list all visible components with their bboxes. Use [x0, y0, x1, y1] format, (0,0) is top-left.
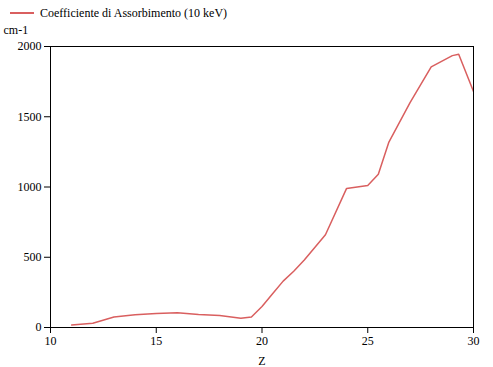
svg-text:1500: 1500: [18, 110, 42, 124]
svg-text:30: 30: [468, 334, 480, 348]
svg-text:500: 500: [24, 250, 42, 264]
svg-text:0: 0: [36, 320, 42, 334]
svg-text:20: 20: [256, 334, 268, 348]
html-text:Coefficiente di Assorbimento (: Coefficiente di Assorbimento (10 keV): [40, 5, 228, 20]
svg-text:25: 25: [362, 334, 374, 348]
svg-text:Z: Z: [258, 354, 265, 367]
svg-text:10: 10: [45, 334, 57, 348]
svg-text:2000: 2000: [18, 39, 42, 53]
svg-text:15: 15: [150, 334, 162, 348]
svg-text:cm-1: cm-1: [4, 23, 29, 37]
svg-text:1000: 1000: [18, 180, 42, 194]
